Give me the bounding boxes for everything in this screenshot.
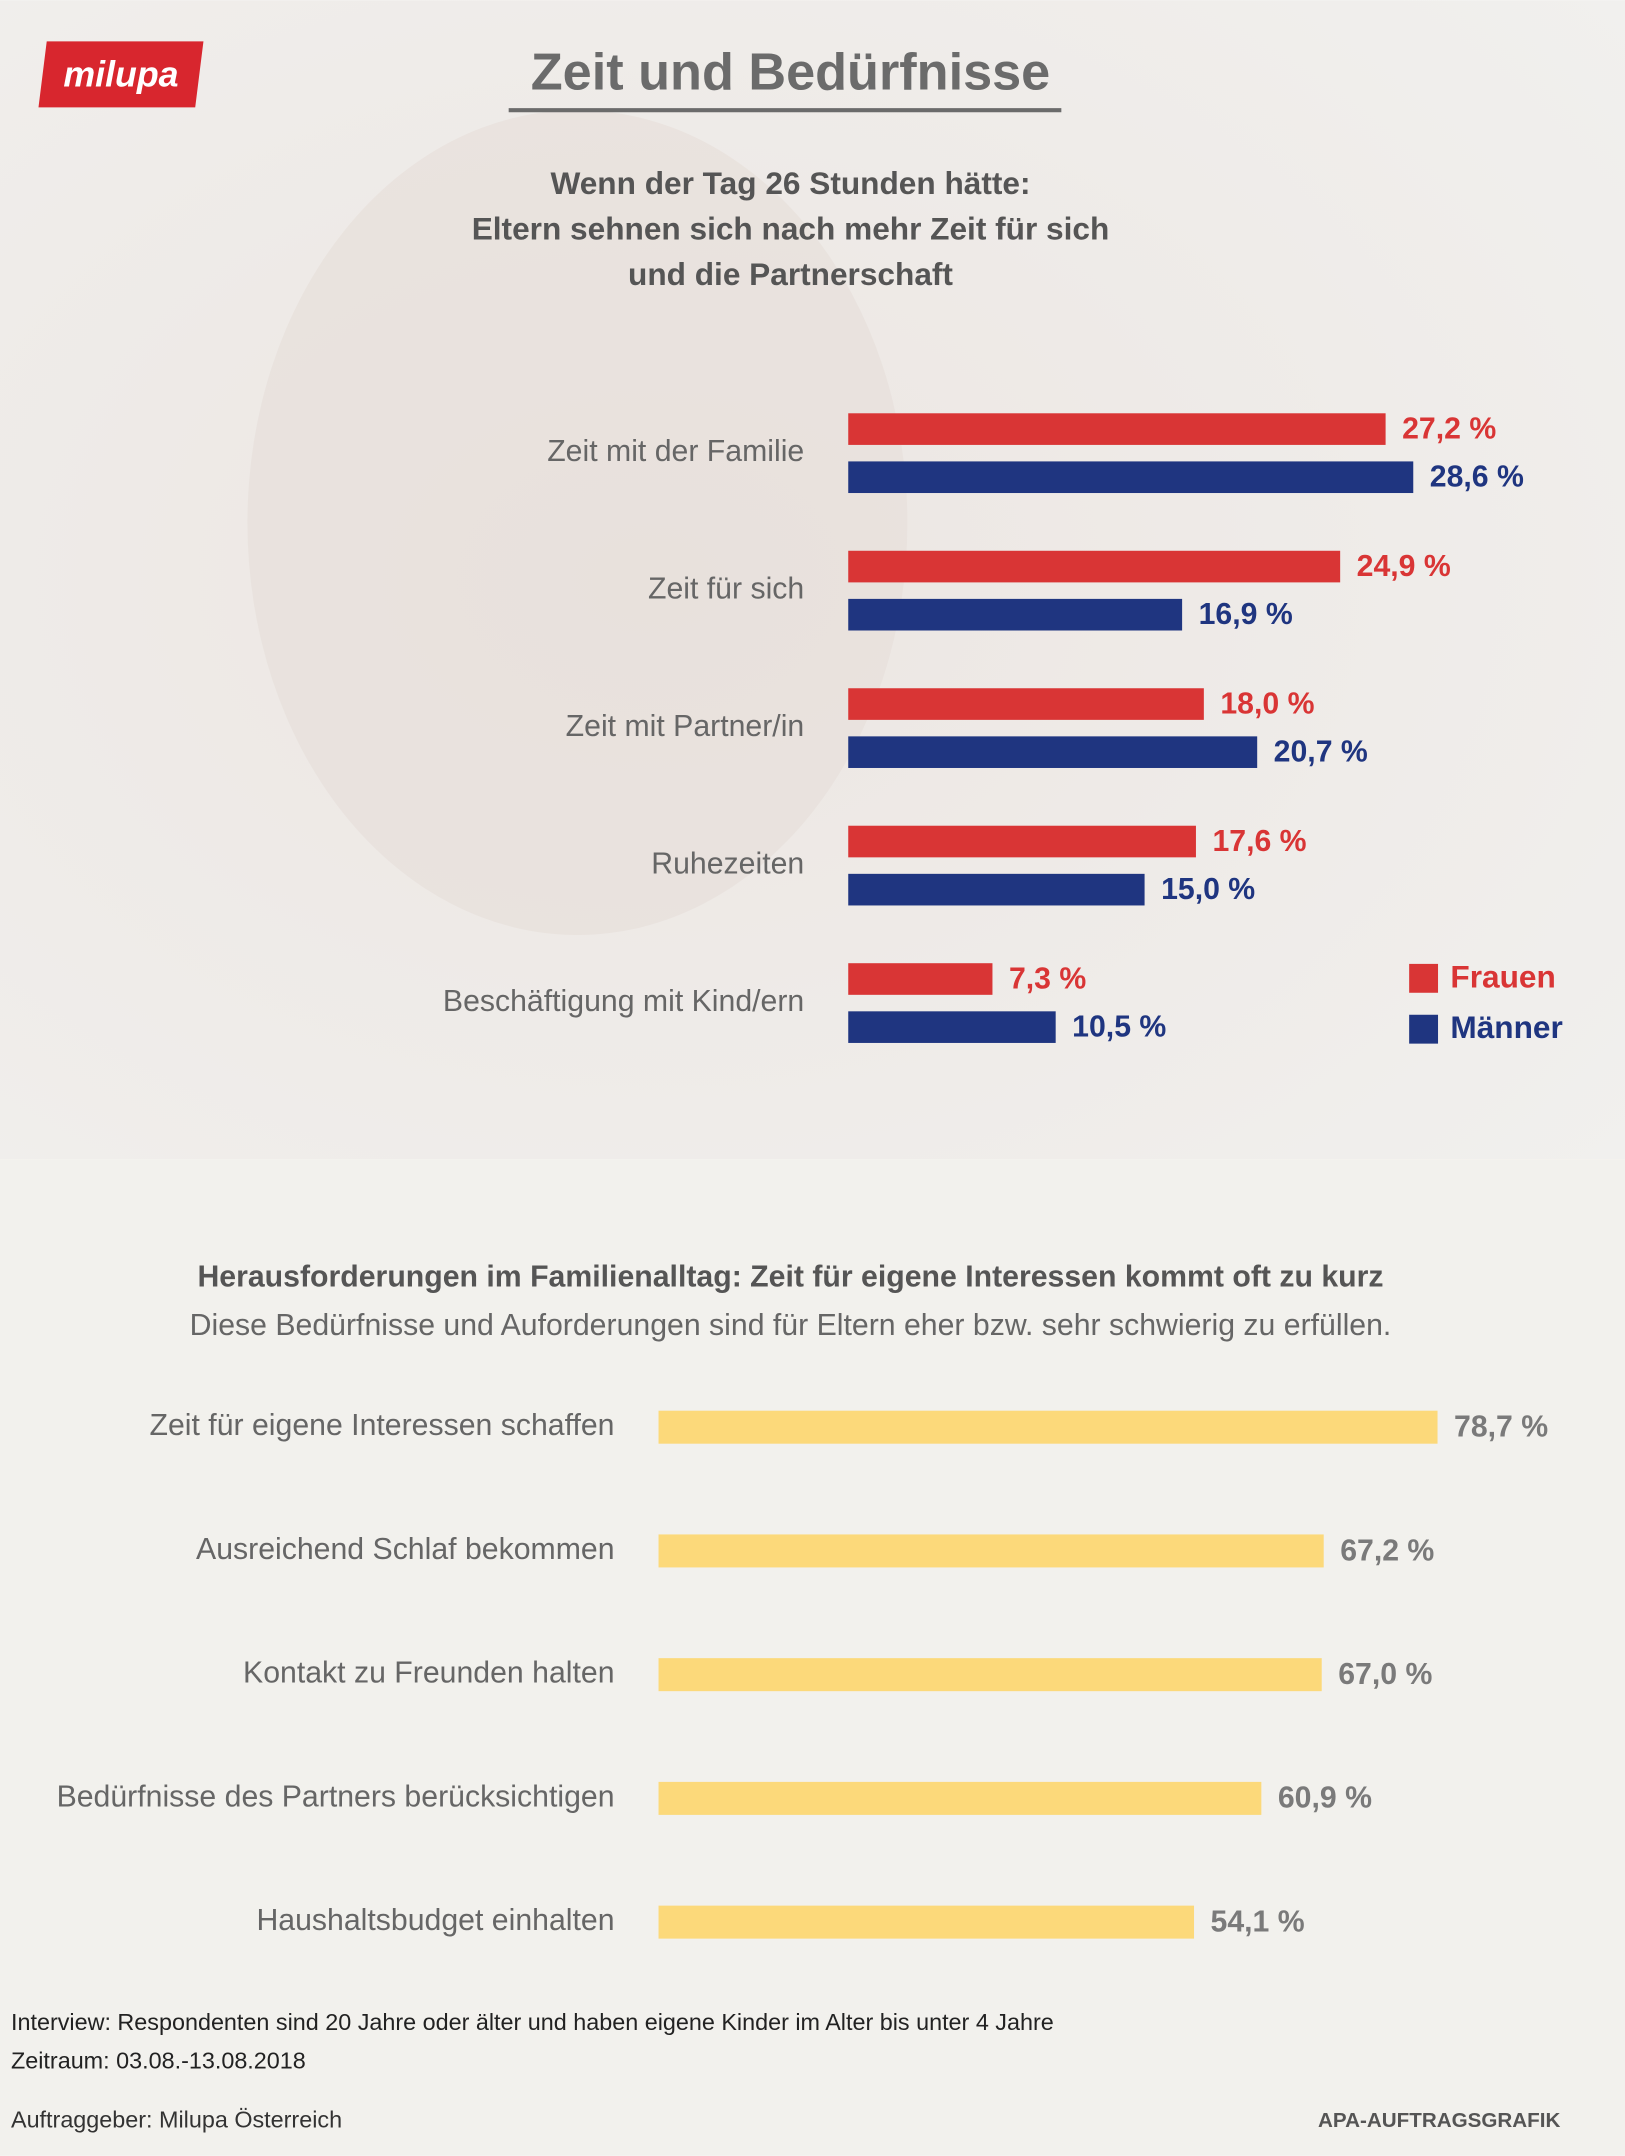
category-label: Beschäftigung mit Kind/ern bbox=[443, 985, 804, 1018]
bar bbox=[658, 1781, 1262, 1815]
photo-shape bbox=[247, 110, 908, 936]
bar bbox=[848, 413, 1386, 445]
bar bbox=[848, 963, 993, 995]
value-label: 67,0 % bbox=[1338, 1658, 1432, 1691]
bar bbox=[848, 688, 1204, 720]
value-label: 15,0 % bbox=[1161, 873, 1255, 906]
chart-title: Herausforderungen im Familienalltag: Zei… bbox=[197, 1261, 1383, 1294]
value-label: 67,2 % bbox=[1340, 1534, 1434, 1567]
bar bbox=[848, 461, 1414, 494]
bar bbox=[848, 1011, 1056, 1043]
bar bbox=[658, 1534, 1324, 1568]
bar bbox=[658, 1658, 1322, 1692]
bar bbox=[848, 825, 1196, 858]
value-label: 24,9 % bbox=[1357, 550, 1451, 583]
category-label: Zeit für sich bbox=[648, 573, 804, 606]
category-label: Ruhezeiten bbox=[651, 848, 804, 881]
category-label: Zeit mit Partner/in bbox=[566, 710, 805, 743]
footnote: Interview: Respondenten sind 20 Jahre od… bbox=[11, 2009, 1054, 2035]
chart-title: Eltern sehnen sich nach mehr Zeit für si… bbox=[472, 210, 1110, 246]
chart-title: und die Partnerschaft bbox=[628, 256, 953, 292]
category-label: Ausreichend Schlaf bekommen bbox=[196, 1533, 614, 1566]
logo-box bbox=[38, 41, 204, 108]
chart-title: Wenn der Tag 26 Stunden hätte: bbox=[550, 165, 1030, 201]
bar bbox=[658, 1410, 1438, 1444]
bar bbox=[848, 550, 1341, 583]
bar bbox=[658, 1905, 1195, 1939]
footnote: Zeitraum: 03.08.-13.08.2018 bbox=[11, 2048, 306, 2074]
bar bbox=[848, 598, 1183, 631]
lower-background bbox=[0, 1159, 1625, 2156]
legend-swatch bbox=[1409, 1014, 1439, 1044]
value-label: 27,2 % bbox=[1402, 412, 1496, 445]
value-label: 17,6 % bbox=[1212, 825, 1306, 858]
category-label: Haushaltsbudget einhalten bbox=[256, 1904, 614, 1937]
bar bbox=[848, 736, 1258, 768]
category-label: Bedürfnisse des Partners berücksichtigen bbox=[57, 1780, 615, 1813]
value-label: 10,5 % bbox=[1072, 1010, 1166, 1043]
bar bbox=[848, 873, 1145, 906]
value-label: 16,9 % bbox=[1199, 598, 1293, 631]
legend-label: Männer bbox=[1450, 1009, 1562, 1045]
legend-swatch bbox=[1409, 963, 1439, 993]
value-label: 20,7 % bbox=[1274, 736, 1368, 769]
value-label: 54,1 % bbox=[1211, 1905, 1305, 1938]
category-label: Kontakt zu Freunden halten bbox=[243, 1657, 614, 1690]
value-label: 28,6 % bbox=[1430, 461, 1524, 494]
logo: milupa bbox=[63, 55, 178, 95]
client: Auftraggeber: Milupa Österreich bbox=[11, 2107, 342, 2133]
credit: APA-AUFTRAGSGRAFIK bbox=[1318, 2109, 1560, 2132]
legend-label: Frauen bbox=[1450, 958, 1555, 994]
value-label: 7,3 % bbox=[1009, 962, 1086, 995]
value-label: 18,0 % bbox=[1220, 687, 1314, 720]
chart-subtitle: Diese Bedürfnisse und Auforderungen sind… bbox=[190, 1309, 1392, 1342]
page-title: Zeit und Bedürfnisse bbox=[531, 44, 1051, 102]
category-label: Zeit für eigene Interessen schaffen bbox=[150, 1409, 615, 1442]
category-label: Zeit mit der Familie bbox=[547, 435, 804, 468]
value-label: 78,7 % bbox=[1454, 1411, 1548, 1444]
value-label: 60,9 % bbox=[1278, 1782, 1372, 1815]
